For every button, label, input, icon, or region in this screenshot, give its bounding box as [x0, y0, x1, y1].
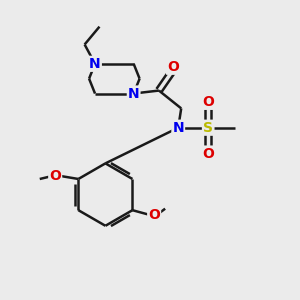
Text: O: O	[148, 208, 160, 222]
Text: O: O	[49, 169, 61, 183]
Text: O: O	[167, 60, 179, 74]
Text: O: O	[202, 147, 214, 160]
Text: N: N	[172, 121, 184, 135]
Text: O: O	[202, 95, 214, 109]
Text: S: S	[203, 121, 213, 135]
Text: N: N	[128, 86, 140, 100]
Text: N: N	[89, 57, 101, 71]
